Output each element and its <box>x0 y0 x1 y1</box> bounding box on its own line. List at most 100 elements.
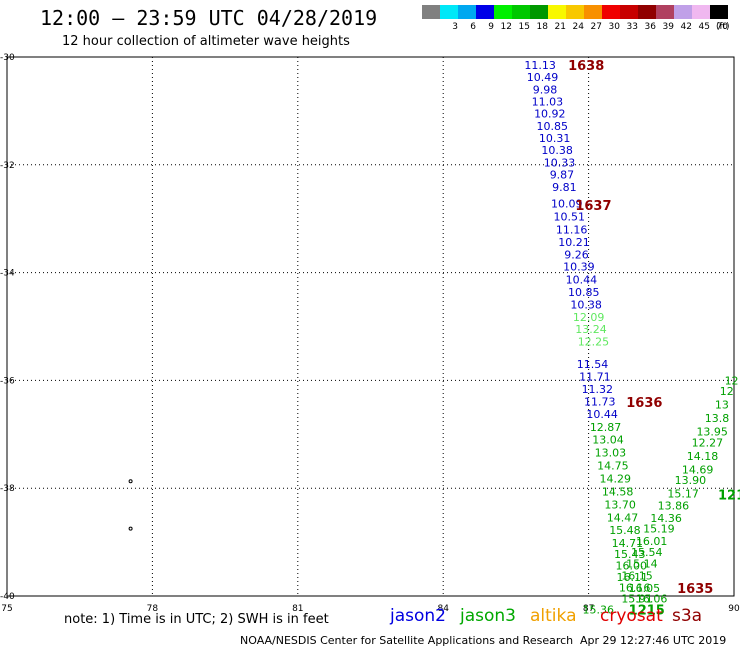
swh-value: 14.18 <box>687 450 719 463</box>
y-tick-label: -30 <box>0 53 15 63</box>
legend-swatch <box>512 5 530 19</box>
plot-frame <box>6 56 735 597</box>
swh-value: 15.36 <box>583 603 615 616</box>
legend-label: 30 <box>608 22 620 32</box>
legend-swatch <box>656 5 674 19</box>
swh-value: 14.29 <box>600 472 632 485</box>
page-subtitle: 12 hour collection of altimeter wave hei… <box>62 34 350 49</box>
swh-value: 13 <box>715 399 729 412</box>
swh-value: 12 <box>725 374 739 387</box>
x-tick-label: 90 <box>728 604 740 614</box>
generated-timestamp: Apr 29 12:27:46 UTC 2019 <box>580 634 727 647</box>
x-tick-label: 81 <box>292 604 303 614</box>
legend-swatch <box>584 5 602 19</box>
swh-value: 11.32 <box>582 383 614 396</box>
legend-swatch <box>692 5 710 19</box>
x-tick-label: 75 <box>1 604 12 614</box>
swh-value: 11.13 <box>524 59 556 72</box>
sat-s3a: s3a <box>672 606 703 626</box>
swh-value: 14.69 <box>682 463 714 476</box>
legend-label: 45 <box>698 22 710 32</box>
credit-line: NOAA/NESDIS Center for Satellite Applica… <box>240 634 574 647</box>
swh-value: 15.43 <box>614 548 646 561</box>
swh-value: 9.81 <box>552 181 577 194</box>
swh-value: 16.15 <box>621 570 653 583</box>
x-tick-label: 87 <box>583 604 594 614</box>
legend-swatch <box>440 5 458 19</box>
swh-value: 14.36 <box>650 512 682 525</box>
sat-cryosat: cryosat <box>600 606 663 626</box>
swh-value: 16.00 <box>616 559 648 572</box>
swh-value: 10.85 <box>537 120 569 133</box>
legend-label: 24 <box>572 22 584 32</box>
swh-value: 11.16 <box>556 223 588 236</box>
legend-label: 12 <box>500 22 512 32</box>
swh-value: 14.71 <box>612 537 644 550</box>
swh-value: 12.25 <box>578 336 610 349</box>
swh-value: 9.87 <box>550 169 575 182</box>
legend-label: 9 <box>488 22 494 32</box>
legend-swatch <box>476 5 494 19</box>
swh-value: 11.71 <box>579 371 611 384</box>
swh-value: 10.85 <box>568 286 600 299</box>
swh-value: 16.16 <box>619 581 651 594</box>
legend-label: 15 <box>518 22 530 32</box>
swh-value: 10.38 <box>570 298 602 311</box>
swh-value: 14.58 <box>602 485 634 498</box>
swh-value: 11.54 <box>577 358 609 371</box>
swh-value: 13.70 <box>604 498 636 511</box>
sat-jason3: jason3 <box>460 606 516 626</box>
legend-swatch <box>566 5 584 19</box>
pass-time-label: 121 <box>718 489 740 504</box>
swh-value: 16.06 <box>636 593 668 606</box>
swh-value: 9.98 <box>533 83 558 96</box>
legend-swatch <box>710 5 728 19</box>
swh-value: 12.87 <box>590 421 622 434</box>
swh-value: 12.27 <box>692 436 724 449</box>
swh-value: 12 <box>720 385 734 398</box>
swh-value: 10.09 <box>551 198 583 211</box>
legend-label: 42 <box>680 22 692 32</box>
land-dot <box>128 479 133 484</box>
swh-value: 15.91 <box>621 593 653 606</box>
swh-value: 15.17 <box>667 488 699 501</box>
pass-time-label: 1635 <box>677 582 713 597</box>
swh-value: 10.51 <box>553 211 585 224</box>
footnote: note: 1) Time is in UTC; 2) SWH is in fe… <box>64 612 329 627</box>
swh-value: 13.03 <box>595 447 627 460</box>
sat-jason2: jason2 <box>390 606 446 626</box>
swh-value: 10.21 <box>558 236 590 249</box>
land-dot <box>128 526 133 531</box>
swh-value: 16.01 <box>636 535 668 548</box>
swh-value: 10.49 <box>527 71 559 84</box>
legend-label: 27 <box>590 22 602 32</box>
legend-label: 6 <box>470 22 476 32</box>
pass-time-label: 1637 <box>575 199 611 214</box>
legend-units: (ft) <box>716 22 730 32</box>
legend-label: 33 <box>626 22 638 32</box>
sat-altika: altika <box>530 606 577 626</box>
swh-value: 13.86 <box>658 499 690 512</box>
legend-label: 39 <box>662 22 674 32</box>
swh-value: 13.24 <box>575 323 607 336</box>
page-title: 12:00 – 23:59 UTC 04/28/2019 <box>40 6 378 30</box>
swh-value: 15.19 <box>643 523 675 536</box>
pass-time-label: 1638 <box>568 59 604 74</box>
legend-swatch <box>422 5 440 19</box>
swh-value: 15.14 <box>626 558 658 571</box>
pass-time-label: 1215 <box>629 603 665 618</box>
y-tick-label: -34 <box>0 269 15 279</box>
legend-swatch <box>494 5 512 19</box>
legend-label: 3 <box>452 22 458 32</box>
swh-value: 16.05 <box>629 582 661 595</box>
swh-value: 11.73 <box>584 395 616 408</box>
legend-label: 18 <box>536 22 548 32</box>
swh-value: 11.03 <box>532 96 564 109</box>
legend-swatch <box>530 5 548 19</box>
swh-value: 10.44 <box>586 408 618 421</box>
pass-time-label: 1636 <box>626 396 662 411</box>
swh-value: 9.26 <box>564 248 589 261</box>
legend-label: 21 <box>554 22 566 32</box>
y-tick-label: -38 <box>0 484 15 494</box>
legend-label: 70 <box>716 22 728 32</box>
